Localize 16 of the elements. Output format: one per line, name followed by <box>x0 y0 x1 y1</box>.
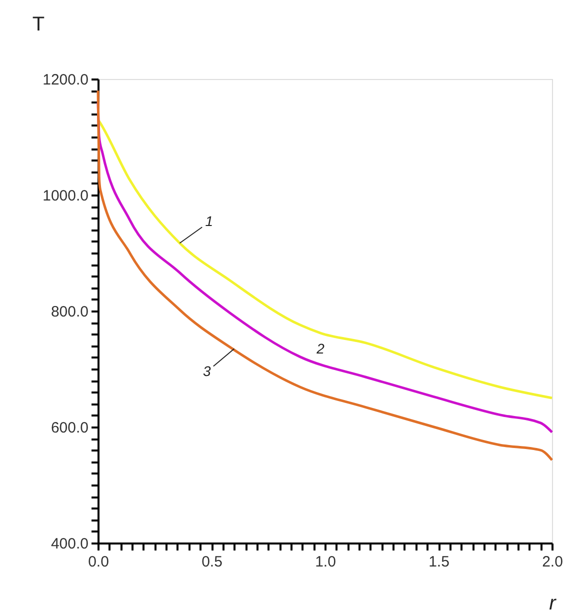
annotation: 3 <box>203 362 211 379</box>
annotation: 2 <box>316 340 325 357</box>
x-tick-label: 0.5 <box>202 554 222 570</box>
y-tick-label: 1000.0 <box>42 188 88 204</box>
y-tick-label: 800.0 <box>50 304 88 320</box>
x-tick-label: 0.0 <box>88 554 109 570</box>
line-series <box>96 118 554 400</box>
annotation: 1 <box>205 213 214 230</box>
x-axis-title: r <box>549 592 558 614</box>
x-tick-label: 1.0 <box>315 554 336 570</box>
x-tick-label: 2.0 <box>542 554 563 570</box>
y-tick-label: 600.0 <box>50 420 88 436</box>
y-tick-label: 400.0 <box>50 536 88 552</box>
y-tick-label: 1200.0 <box>42 72 88 88</box>
y-axis-title: T <box>32 14 45 36</box>
x-tick-label: 1.5 <box>428 554 450 570</box>
